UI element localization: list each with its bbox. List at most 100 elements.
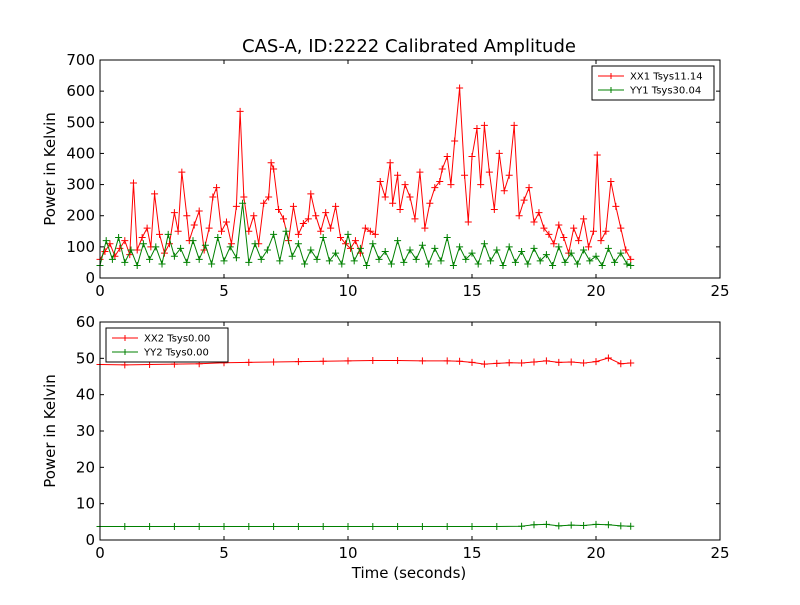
data-point <box>270 523 278 531</box>
data-point <box>431 184 439 192</box>
x-tick-label: 5 <box>219 282 229 300</box>
data-point <box>344 230 352 238</box>
y-tick-label: 60 <box>76 313 95 331</box>
data-point <box>421 224 429 232</box>
legend-marker <box>122 335 128 341</box>
data-point <box>443 153 451 161</box>
legend-label: YY1 Tsys30.04 <box>629 86 701 97</box>
data-point <box>226 243 234 251</box>
data-point <box>381 248 389 256</box>
data-point <box>418 241 426 249</box>
data-point <box>406 193 414 201</box>
data-point <box>580 359 588 367</box>
x-tick-label: 0 <box>95 544 105 562</box>
data-point <box>622 246 630 254</box>
data-point <box>468 249 476 257</box>
x-tick-label: 5 <box>219 544 229 562</box>
y-tick-label: 20 <box>76 458 95 476</box>
data-point <box>555 522 563 530</box>
data-point <box>327 224 335 232</box>
data-point <box>165 240 173 248</box>
data-point <box>344 357 352 365</box>
data-point <box>394 357 402 365</box>
data-point <box>220 257 228 265</box>
data-point <box>301 260 309 268</box>
data-point <box>386 159 394 167</box>
data-point <box>299 220 307 227</box>
data-point <box>232 254 240 262</box>
x-axis-label: Time (seconds) <box>351 564 467 582</box>
data-point <box>431 244 439 252</box>
data-point <box>251 240 259 248</box>
data-point <box>344 523 352 531</box>
data-point <box>189 237 197 245</box>
data-point <box>443 357 451 365</box>
data-point <box>387 260 395 268</box>
data-point <box>294 230 302 238</box>
chart-panel-2: 0 5 10 15 20 25 0 10 20 30 40 50 60 Power in Kelvin XX… <box>41 313 730 562</box>
data-point <box>265 193 273 201</box>
y-tick-label: 700 <box>66 51 95 69</box>
data-point <box>177 244 185 252</box>
data-point <box>505 359 513 367</box>
data-point <box>245 258 253 266</box>
data-point <box>411 215 419 223</box>
y-tick-label: 40 <box>76 386 95 404</box>
data-point <box>369 523 377 531</box>
data-point <box>597 237 605 245</box>
y-tick-label: 30 <box>76 422 95 440</box>
y-tick-label: 0 <box>85 269 95 287</box>
data-point <box>151 190 159 198</box>
data-point <box>245 358 253 366</box>
data-point <box>218 227 226 235</box>
x-tick-label: 10 <box>338 544 357 562</box>
data-point <box>325 257 333 265</box>
data-point <box>627 522 635 530</box>
data-point <box>464 218 472 226</box>
data-point <box>260 199 268 207</box>
data-point <box>350 257 358 265</box>
x-tick-label: 15 <box>462 282 481 300</box>
data-point <box>474 260 482 268</box>
data-point <box>319 234 327 242</box>
data-point <box>530 244 538 252</box>
data-point <box>617 360 625 368</box>
data-point <box>617 224 625 232</box>
data-point <box>394 523 402 531</box>
data-point <box>236 107 244 115</box>
data-point <box>322 209 330 217</box>
data-point <box>426 199 434 207</box>
data-point <box>313 255 321 263</box>
data-point <box>607 177 615 185</box>
x-tick-label: 25 <box>710 282 729 300</box>
data-point <box>438 165 446 173</box>
x-tick-label: 25 <box>710 544 729 562</box>
data-point <box>121 523 129 531</box>
data-point <box>418 523 426 531</box>
data-point <box>580 521 588 529</box>
y-tick-label: 400 <box>66 144 95 162</box>
data-point <box>312 212 320 220</box>
data-point <box>371 230 379 238</box>
data-point <box>195 207 203 215</box>
data-point <box>493 359 501 367</box>
data-point <box>602 227 610 235</box>
data-point <box>282 227 290 235</box>
data-point <box>535 209 543 217</box>
data-point <box>394 237 402 245</box>
data-point <box>555 221 563 229</box>
data-point <box>401 181 409 189</box>
data-point <box>121 258 129 266</box>
legend-label: YY2 Tsys0.00 <box>143 348 209 359</box>
data-point <box>530 218 538 226</box>
data-point <box>319 357 327 365</box>
data-point <box>351 237 359 245</box>
series-2-2 <box>96 520 635 531</box>
data-point <box>143 224 151 232</box>
data-point <box>490 205 498 213</box>
data-point <box>436 177 444 185</box>
data-point <box>275 205 283 213</box>
data-point <box>468 358 476 366</box>
data-point <box>567 249 575 257</box>
